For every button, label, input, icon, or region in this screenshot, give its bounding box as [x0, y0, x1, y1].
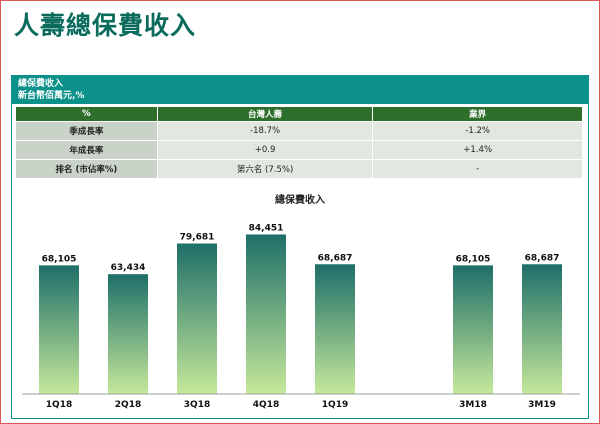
panel-header-unit: 新台幣佰萬元,%	[18, 91, 85, 101]
bar-4Q18	[246, 234, 286, 394]
row-label-qoq: 季成長率	[15, 121, 158, 141]
panel-header: 總保費收入 新台幣佰萬元,%	[12, 76, 588, 104]
cell-industry-qoq: -1.2%	[372, 121, 583, 141]
chart-title: 總保費收入	[275, 195, 325, 206]
header-industry: 業界	[372, 106, 583, 122]
panel-header-title: 總保費收入	[18, 79, 64, 89]
cell-taiwan-life-rank: 第六名 (7.5%)	[156, 159, 374, 179]
cell-taiwan-life-qoq: -18.7%	[156, 121, 374, 141]
data-label-2Q18: 63,434	[111, 263, 146, 273]
kpi-table: % 台灣人壽 業界 季成長率 -18.7% -1.2% 年成長率 +0.9 +1…	[15, 106, 583, 179]
row-label-rank: 排名 (市佔率%)	[15, 159, 158, 179]
tick-label-3Q18: 3Q18	[184, 400, 210, 410]
header-percent: %	[15, 106, 158, 122]
header-taiwan-life: 台灣人壽	[156, 106, 374, 122]
cell-industry-rank: -	[372, 159, 583, 179]
tick-label-1Q19: 1Q19	[322, 400, 348, 410]
table-header-row: % 台灣人壽 業界	[15, 106, 583, 122]
row-label-yoy: 年成長率	[15, 140, 158, 160]
bar-1Q19	[315, 264, 355, 394]
tick-label-4Q18: 4Q18	[253, 400, 279, 410]
table-row: 年成長率 +0.9 +1.4%	[15, 140, 583, 160]
data-label-3M18: 68,105	[456, 254, 491, 264]
data-label-1Q19: 68,687	[318, 253, 353, 263]
data-label-4Q18: 84,451	[249, 223, 284, 233]
bar-1Q18	[39, 265, 79, 394]
table-row: 排名 (市佔率%) 第六名 (7.5%) -	[15, 159, 583, 179]
cell-taiwan-life-yoy: +0.9	[156, 140, 374, 160]
bar-2Q18	[108, 274, 148, 394]
tick-label-1Q18: 1Q18	[46, 400, 72, 410]
data-label-3M19: 68,687	[525, 253, 560, 263]
bar-3M18	[453, 265, 493, 394]
tick-label-2Q18: 2Q18	[115, 400, 141, 410]
tick-label-3M18: 3M18	[459, 400, 487, 410]
page-title: 人壽總保費收入	[14, 11, 197, 40]
bar-chart: 68,105 1Q18 63,434 2Q18 79,681 3Q18 84,451 4Q18…	[22, 223, 580, 410]
tick-label-3M19: 3M19	[528, 400, 556, 410]
data-label-3Q18: 79,681	[180, 232, 215, 242]
table-row: 季成長率 -18.7% -1.2%	[15, 121, 583, 141]
data-label-1Q18: 68,105	[42, 254, 77, 264]
cell-industry-yoy: +1.4%	[372, 140, 583, 160]
bar-3M19	[522, 264, 562, 394]
bar-3Q18	[177, 243, 217, 394]
